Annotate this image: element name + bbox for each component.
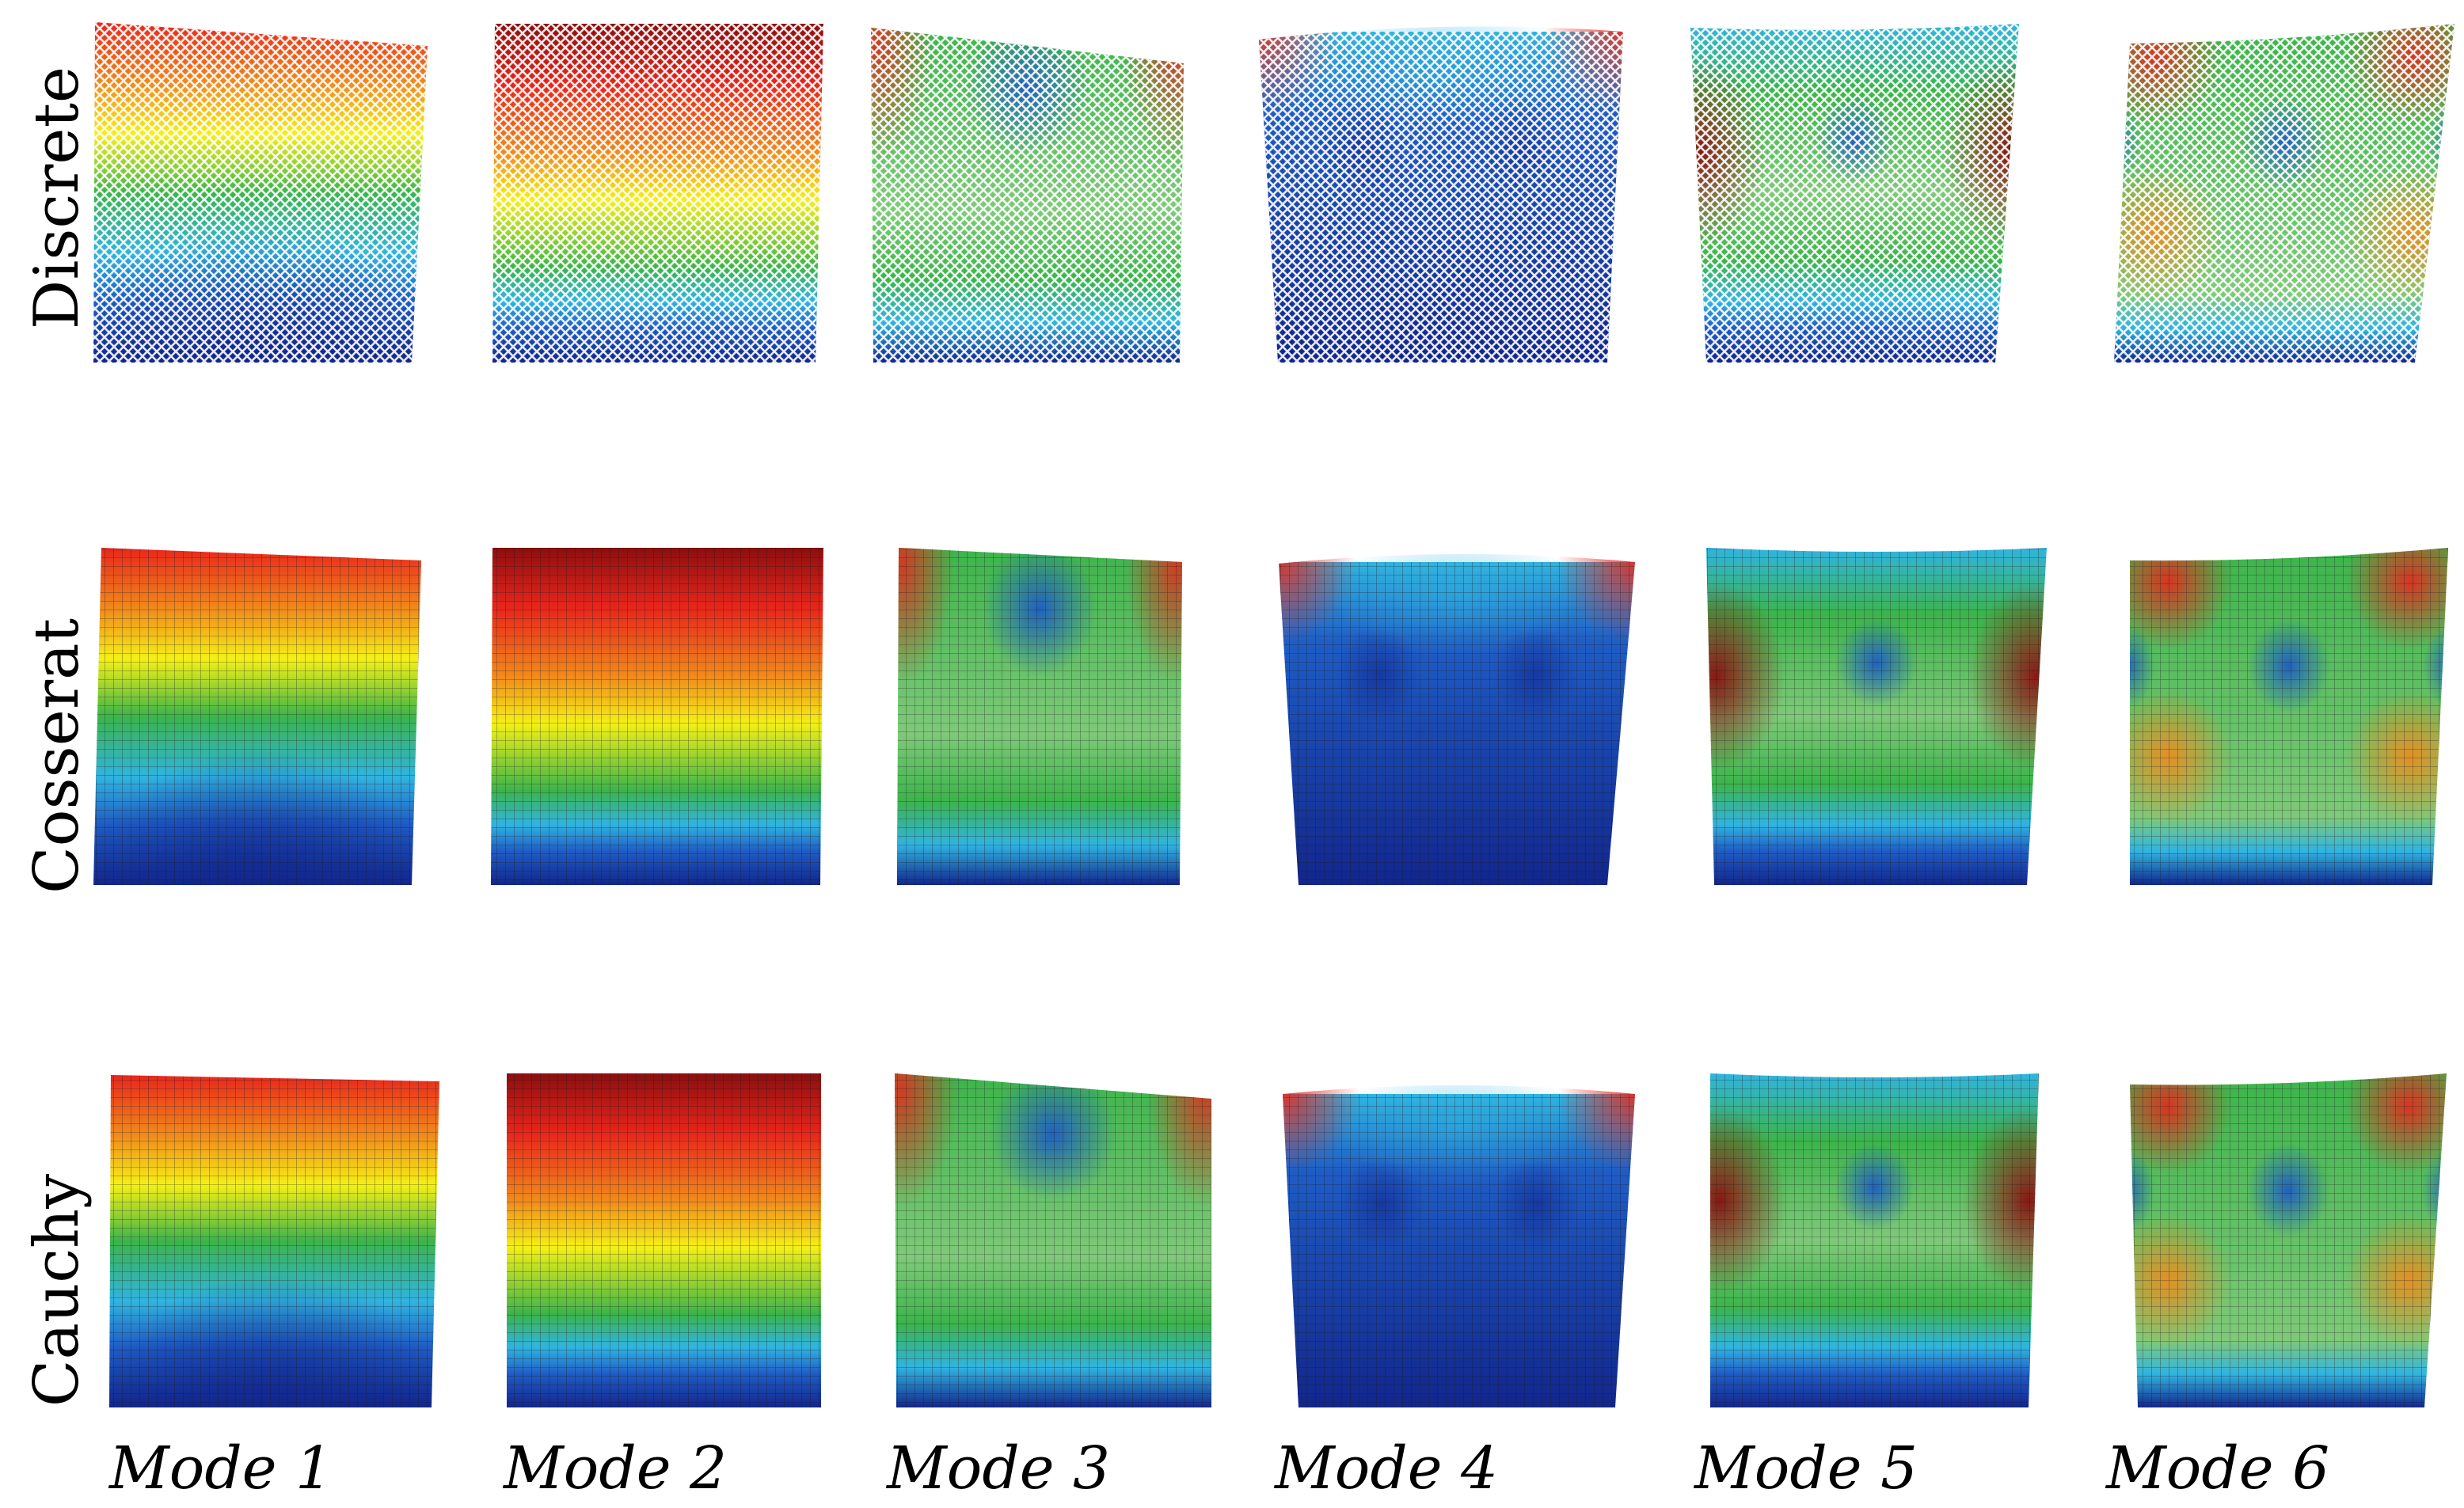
mode-label-2: Mode 2 (502, 1434, 727, 1502)
panel-cauchy-mode-2 (507, 1073, 821, 1407)
mode-label-5: Mode 5 (1693, 1434, 1918, 1502)
mode-label-3: Mode 3 (885, 1434, 1110, 1502)
mode-label-6: Mode 6 (2105, 1434, 2329, 1502)
panel-discrete-mode-2 (492, 24, 823, 363)
lattice-overlay (492, 24, 823, 363)
panel-discrete-mode-5 (1690, 24, 2019, 363)
lattice-overlay (2114, 24, 2454, 363)
mesh-overlay (1710, 1073, 2039, 1407)
panel-cosserat-mode-3 (897, 548, 1182, 885)
lattice-overlay (93, 22, 428, 363)
panel-grid (93, 22, 2454, 1407)
mesh-overlay (93, 548, 421, 885)
panel-discrete-mode-6 (2114, 24, 2454, 363)
mode-label-1: Mode 1 (108, 1434, 333, 1502)
mesh-overlay (2130, 548, 2448, 885)
panel-cosserat-mode-1 (93, 548, 421, 885)
mesh-overlay (1279, 562, 1635, 885)
panel-cauchy-mode-6 (2130, 1073, 2447, 1407)
mesh-overlay (895, 1073, 1211, 1407)
lattice-overlay (1259, 32, 1623, 363)
panel-cosserat-mode-4 (1279, 553, 1635, 885)
lattice-overlay (871, 28, 1184, 363)
panel-cauchy-mode-5 (1710, 1073, 2039, 1407)
panel-cauchy-mode-4 (1283, 1085, 1635, 1407)
panel-discrete-mode-1 (93, 22, 428, 363)
row-label-cauchy: Cauchy (21, 1174, 93, 1407)
panel-discrete-mode-3 (871, 28, 1184, 363)
panel-cauchy-mode-1 (109, 1075, 439, 1407)
mode-label-4: Mode 4 (1273, 1434, 1498, 1502)
row-label-discrete: Discrete (21, 66, 93, 329)
mesh-overlay (1283, 1094, 1635, 1407)
mesh-overlay (507, 1073, 821, 1407)
panel-cosserat-mode-5 (1706, 548, 2047, 885)
panel-discrete-mode-4 (1259, 26, 1623, 363)
panel-cosserat-mode-2 (491, 548, 823, 885)
mesh-overlay (2130, 1073, 2447, 1407)
row-label-cosserat: Cosserat (21, 618, 93, 894)
panel-cosserat-mode-6 (2130, 548, 2448, 885)
mesh-overlay (897, 548, 1182, 885)
mesh-overlay (491, 548, 823, 885)
lattice-overlay (1690, 24, 2019, 363)
panel-cauchy-mode-3 (895, 1073, 1211, 1407)
mesh-overlay (109, 1075, 439, 1407)
mesh-overlay (1706, 548, 2047, 885)
